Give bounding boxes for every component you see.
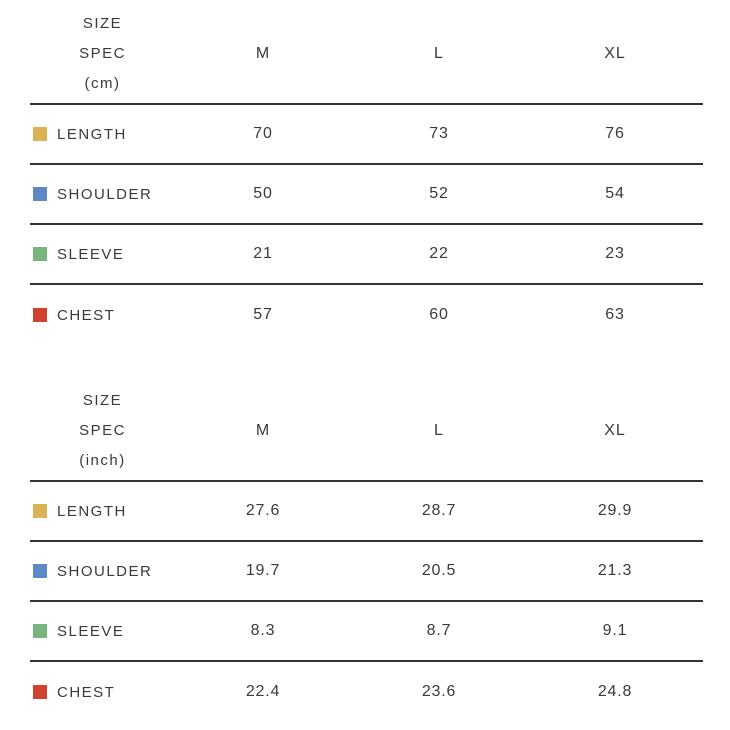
row-label: CHEST — [57, 306, 116, 324]
table-header: SIZE SPEC (inch) M L XL — [30, 377, 703, 482]
cell-value: 19.7 — [245, 562, 281, 579]
cell-value: 9.1 — [602, 622, 628, 639]
cell-value: 20.5 — [421, 562, 457, 579]
row-header: CHEST — [30, 307, 175, 324]
cell-value: 52 — [429, 185, 449, 202]
cell-value: 23 — [605, 245, 625, 262]
table-title: SIZE SPEC (cm) — [30, 9, 175, 99]
row-header: LENGTH — [30, 126, 175, 143]
column-header-l: L — [434, 45, 444, 62]
row-header: SHOULDER — [30, 186, 175, 203]
row-label: SLEEVE — [57, 622, 125, 640]
table-title-line: SPEC — [79, 45, 126, 62]
size-table-inch: SIZE SPEC (inch) M L XL LENGTH 27.6 28.7… — [30, 377, 703, 722]
row-header: SHOULDER — [30, 563, 175, 580]
chest-color-swatch — [33, 685, 47, 699]
shoulder-color-swatch — [33, 564, 47, 578]
cell-value: 63 — [605, 306, 625, 323]
shoulder-color-swatch — [33, 187, 47, 201]
row-label: LENGTH — [57, 125, 127, 143]
table-title-line: SPEC — [79, 422, 126, 439]
cell-value: 50 — [253, 185, 273, 202]
cell-value: 57 — [253, 306, 273, 323]
cell-value: 23.6 — [421, 683, 457, 700]
cell-value: 8.7 — [426, 622, 452, 639]
cell-value: 22.4 — [245, 683, 281, 700]
sleeve-color-swatch — [33, 247, 47, 261]
row-header: SLEEVE — [30, 623, 175, 640]
table-title: SIZE SPEC (inch) — [30, 386, 175, 476]
table-title-line: SIZE — [82, 15, 123, 32]
cell-value: 29.9 — [597, 502, 633, 519]
row-label: SHOULDER — [57, 185, 153, 203]
table-row: SLEEVE 21 22 23 — [30, 225, 703, 285]
cell-value: 76 — [605, 125, 625, 142]
cell-value: 28.7 — [421, 502, 457, 519]
row-label: CHEST — [57, 683, 116, 701]
row-header: CHEST — [30, 684, 175, 701]
table-row: SHOULDER 19.7 20.5 21.3 — [30, 542, 703, 602]
table-title-line: SIZE — [82, 392, 123, 409]
cell-value: 21 — [253, 245, 273, 262]
cell-value: 21.3 — [597, 562, 633, 579]
row-label: LENGTH — [57, 502, 127, 520]
cell-value: 73 — [429, 125, 449, 142]
table-header: SIZE SPEC (cm) M L XL — [30, 0, 703, 105]
cell-value: 24.8 — [597, 683, 633, 700]
cell-value: 60 — [429, 306, 449, 323]
row-label: SHOULDER — [57, 562, 153, 580]
table-row: LENGTH 70 73 76 — [30, 105, 703, 165]
row-header: LENGTH — [30, 503, 175, 520]
cell-value: 54 — [605, 185, 625, 202]
row-header: SLEEVE — [30, 246, 175, 263]
row-label: SLEEVE — [57, 245, 125, 263]
column-header-xl: XL — [604, 422, 626, 439]
cell-value: 22 — [429, 245, 449, 262]
table-row: LENGTH 27.6 28.7 29.9 — [30, 482, 703, 542]
column-header-xl: XL — [604, 45, 626, 62]
table-title-line: (inch) — [79, 452, 126, 469]
table-row: CHEST 22.4 23.6 24.8 — [30, 662, 703, 722]
cell-value: 8.3 — [250, 622, 276, 639]
length-color-swatch — [33, 504, 47, 518]
sleeve-color-swatch — [33, 624, 47, 638]
table-title-line: (cm) — [84, 75, 121, 92]
length-color-swatch — [33, 127, 47, 141]
column-header-m: M — [255, 422, 271, 439]
chest-color-swatch — [33, 308, 47, 322]
column-header-l: L — [434, 422, 444, 439]
table-row: SLEEVE 8.3 8.7 9.1 — [30, 602, 703, 662]
cell-value: 70 — [253, 125, 273, 142]
cell-value: 27.6 — [245, 502, 281, 519]
column-header-m: M — [255, 45, 271, 62]
table-row: SHOULDER 50 52 54 — [30, 165, 703, 225]
size-table-cm: SIZE SPEC (cm) M L XL LENGTH 70 73 76 SH… — [30, 0, 703, 345]
table-row: CHEST 57 60 63 — [30, 285, 703, 345]
